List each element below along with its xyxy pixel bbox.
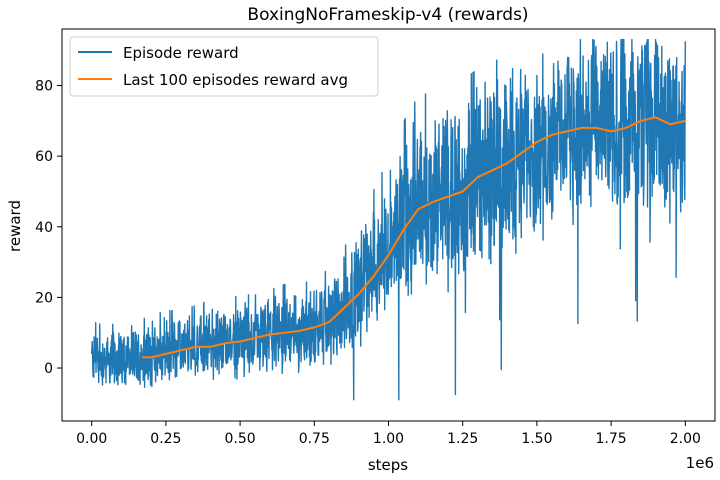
y-axis-label: reward [6,200,24,252]
y-tick-label: 60 [35,149,53,165]
x-tick-label: 0.00 [76,431,107,447]
plot-lines [91,38,686,401]
x-offset-text: 1e6 [686,454,714,472]
legend-label-avg: Last 100 episodes reward avg [123,71,348,89]
y-tick-label: 20 [35,290,53,306]
y-tick-label: 80 [35,79,53,95]
x-tick-label: 0.75 [299,431,330,447]
x-tick-label: 1.00 [373,431,404,447]
series-line-1 [142,116,686,359]
y-tick-label: 0 [44,361,53,377]
legend: Episode reward Last 100 episodes reward … [69,36,379,97]
legend-box [69,36,379,97]
y-tick-label: 40 [35,220,53,236]
x-axis-label: steps [368,456,408,474]
chart-title: BoxingNoFrameskip-v4 (rewards) [247,5,528,25]
x-tick-label: 1.25 [447,431,478,447]
y-axis: 0 20 40 60 80 [35,79,62,377]
legend-label-episode: Episode reward [123,44,239,62]
x-tick-label: 2.00 [670,431,701,447]
x-tick-label: 0.25 [150,431,181,447]
x-axis: 0.00 0.25 0.50 0.75 1.00 1.25 1.50 1.75 2.00 [76,421,701,447]
x-tick-label: 1.75 [596,431,627,447]
series-line-0 [91,38,686,401]
x-tick-label: 1.50 [521,431,552,447]
x-tick-label: 0.50 [225,431,256,447]
